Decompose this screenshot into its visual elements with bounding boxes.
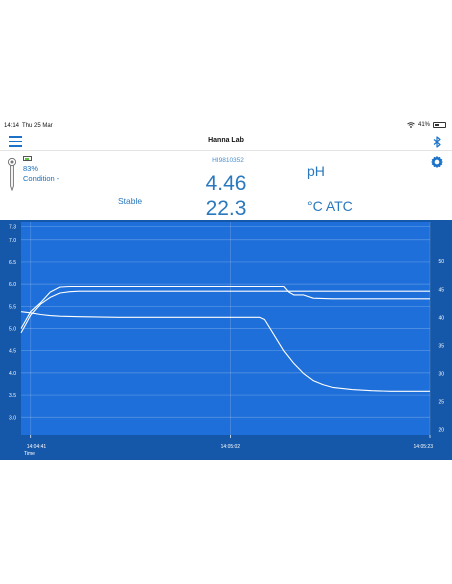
temperature-value: 22.3 xyxy=(205,197,247,220)
status-bar: 14:14 Thu 25 Mar 41% xyxy=(0,121,452,133)
probe-battery-icon xyxy=(23,156,32,161)
status-time: 14:14 xyxy=(4,123,20,129)
probe-icon xyxy=(7,157,17,191)
chart-y-left-tick: 7.3 xyxy=(9,224,16,230)
chart-series-line-1 xyxy=(20,290,430,334)
status-right: 41% xyxy=(407,122,446,128)
measurement-chart[interactable]: 7.3 7.0 6.5 6.0 5.5 5.0 4.5 4.0 3.5 3.0 50 45 40 35 30… xyxy=(0,220,452,460)
chart-y-left-tick: 3.5 xyxy=(9,393,16,399)
chart-y-right-tick: 20 xyxy=(438,427,444,433)
battery-icon xyxy=(433,122,446,128)
ph-unit: pH xyxy=(307,163,325,179)
probe-battery-percent: 83% xyxy=(23,164,39,173)
chart-series-line-2 xyxy=(20,285,430,329)
status-date: Thu 25 Mar xyxy=(22,123,53,129)
chart-series-line-3 xyxy=(20,311,430,392)
chart-plot-area xyxy=(21,222,430,435)
device-id: HI9810352 xyxy=(212,157,244,164)
chart-y-left-tick: 4.0 xyxy=(9,371,16,377)
temperature-unit: °C ATC xyxy=(307,198,353,214)
chart-y-left-tick: 3.0 xyxy=(9,415,16,421)
probe-condition: Condition - xyxy=(23,174,60,183)
chart-y-left-tick: 7.0 xyxy=(9,238,16,244)
chart-y-right-tick: 30 xyxy=(438,371,444,377)
wifi-icon xyxy=(407,122,415,128)
chart-y-left-tick: 6.5 xyxy=(9,260,16,266)
bluetooth-icon[interactable] xyxy=(432,136,442,148)
chart-x-tick: 14:04:41 xyxy=(27,444,47,450)
chart-x-tick: 14:05:02 xyxy=(221,444,241,450)
chart-y-right-tick: 25 xyxy=(438,399,444,405)
chart-x-tick: 14:05:23 xyxy=(414,444,434,450)
battery-percent: 41% xyxy=(417,122,430,128)
gear-icon[interactable] xyxy=(430,155,444,169)
chart-y-right-tick: 50 xyxy=(438,259,444,265)
app-title: Hanna Lab xyxy=(208,137,244,144)
chart-x-axis-label: Time xyxy=(24,451,35,457)
chart-y-left-tick: 5.0 xyxy=(9,327,16,333)
chart-y-right-tick: 40 xyxy=(438,315,444,321)
nav-bar: Hanna Lab xyxy=(0,133,452,151)
chart-y-right-tick: 35 xyxy=(438,343,444,349)
stability-status: Stable xyxy=(118,196,143,206)
chart-svg: 7.3 7.0 6.5 6.0 5.5 5.0 4.5 4.0 3.5 3.0 50 45 40 35 30… xyxy=(0,220,452,460)
chart-y-left-tick: 6.0 xyxy=(9,282,16,288)
chart-y-right-tick: 45 xyxy=(438,287,444,293)
hamburger-menu-icon[interactable] xyxy=(9,136,22,147)
chart-y-left-tick: 4.5 xyxy=(9,349,16,355)
ph-value: 4.46 xyxy=(205,172,247,195)
chart-y-left-tick: 5.5 xyxy=(9,304,16,310)
